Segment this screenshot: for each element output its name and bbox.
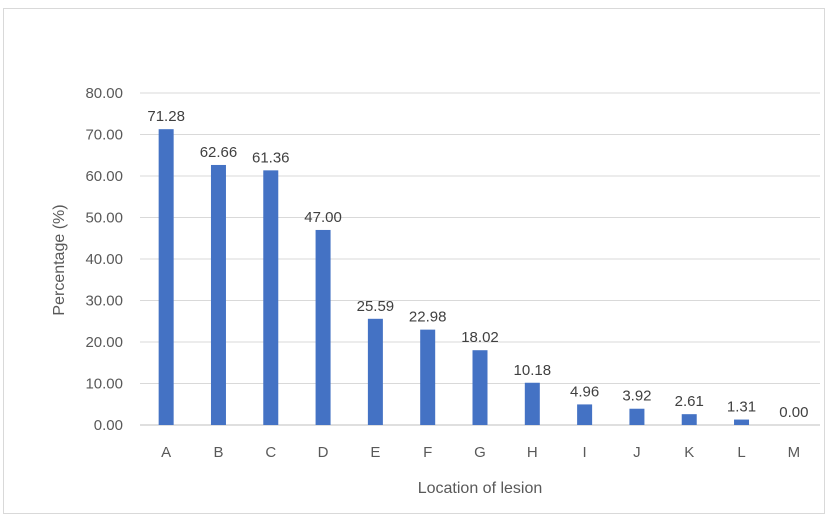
x-tick-label-E: E xyxy=(370,444,380,461)
data-label-C: 61.36 xyxy=(252,149,290,166)
data-labels: 71.28 62.66 61.36 47.00 25.59 22.98 18.02 10.18… xyxy=(147,108,808,421)
data-label-B: 62.66 xyxy=(200,144,238,161)
chart-frame xyxy=(3,8,825,514)
data-label-G: 18.02 xyxy=(461,329,499,346)
y-tick-label: 50.00 xyxy=(85,210,123,227)
x-tick-label-A: A xyxy=(161,444,171,461)
bar-I xyxy=(577,404,593,425)
y-tick-label: 0.00 xyxy=(94,417,123,434)
x-axis-ticks: A B C D E F G H I J K L M xyxy=(161,444,800,461)
x-tick-label-D: D xyxy=(318,444,329,461)
x-tick-label-H: H xyxy=(527,444,538,461)
data-label-J: 3.92 xyxy=(622,388,651,405)
bar-G xyxy=(472,350,488,425)
y-tick-label: 70.00 xyxy=(85,127,123,144)
y-tick-label: 30.00 xyxy=(85,293,123,310)
x-tick-label-B: B xyxy=(213,444,223,461)
bar-H xyxy=(524,382,540,425)
data-label-I: 4.96 xyxy=(570,383,599,400)
bar-K xyxy=(681,414,697,425)
x-tick-label-F: F xyxy=(423,444,432,461)
x-tick-label-M: M xyxy=(788,444,801,461)
bar-A xyxy=(158,129,174,426)
data-label-D: 47.00 xyxy=(304,209,342,226)
bar-F xyxy=(420,329,436,425)
bar-D xyxy=(315,229,331,425)
data-label-L: 1.31 xyxy=(727,399,756,416)
x-axis-title: Location of lesion xyxy=(418,480,543,497)
y-tick-label: 20.00 xyxy=(85,334,123,351)
data-label-A: 71.28 xyxy=(147,108,185,125)
x-tick-label-I: I xyxy=(583,444,587,461)
y-tick-label: 10.00 xyxy=(85,376,123,393)
data-label-H: 10.18 xyxy=(514,362,552,379)
y-tick-label: 40.00 xyxy=(85,251,123,268)
bar-J xyxy=(629,408,645,425)
y-axis-title: Percentage (%) xyxy=(51,204,68,315)
data-label-F: 22.98 xyxy=(409,309,447,326)
bar-B xyxy=(210,164,226,425)
bar-L xyxy=(734,419,750,425)
x-tick-label-K: K xyxy=(684,444,694,461)
data-label-K: 2.61 xyxy=(675,393,704,410)
bars xyxy=(158,129,750,426)
bar-E xyxy=(367,318,383,425)
x-tick-label-G: G xyxy=(474,444,486,461)
y-tick-label: 80.00 xyxy=(85,85,123,102)
x-tick-label-J: J xyxy=(633,444,641,461)
bar-C xyxy=(263,170,279,425)
x-tick-label-C: C xyxy=(265,444,276,461)
data-label-M: 0.00 xyxy=(779,404,808,421)
y-axis-ticks: 0.00 10.00 20.00 30.00 40.00 50.00 60.00 70.00 8… xyxy=(85,85,123,434)
y-tick-label: 60.00 xyxy=(85,168,123,185)
gridlines xyxy=(140,92,820,426)
data-label-E: 25.59 xyxy=(357,298,395,315)
x-tick-label-L: L xyxy=(737,444,745,461)
